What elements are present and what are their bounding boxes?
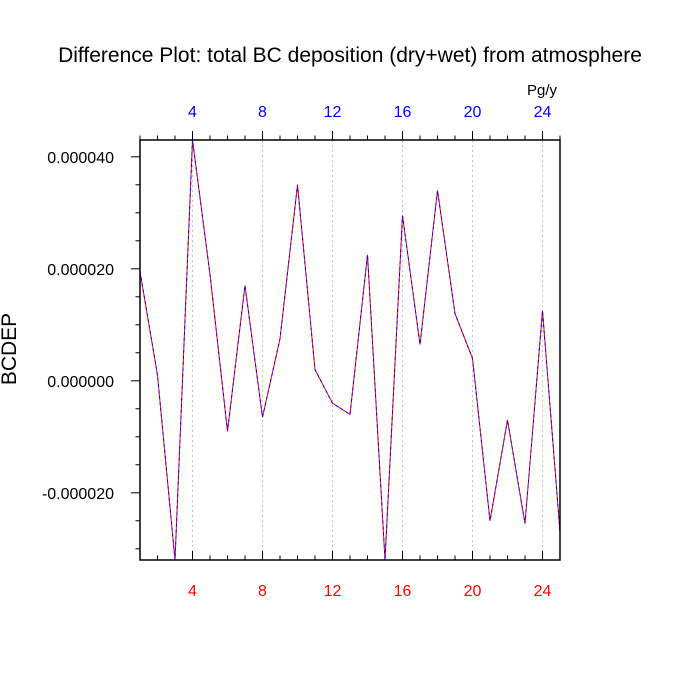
x-tick-label-top-0: 4 [188, 104, 197, 121]
bottom-tick-labels: 4 8 12 16 20 24 [188, 583, 551, 600]
x-tick-label-bottom-1: 8 [258, 583, 267, 600]
x-tick-label-bottom-3: 16 [394, 583, 412, 600]
top-tick-labels: 4 8 12 16 20 24 [188, 104, 551, 121]
y-tick-label-2: 0.000020 [47, 262, 114, 279]
top-axis-unit: Pg/y [527, 82, 558, 99]
y-tick-label-3: 0.000040 [47, 150, 114, 167]
x-tick-label-bottom-2: 12 [324, 583, 342, 600]
data-series [139, 139, 561, 561]
y-tick-labels: -0.000020 0.000000 0.000020 0.000040 [42, 150, 114, 503]
x-tick-label-bottom-0: 4 [188, 583, 197, 600]
x-tick-label-bottom-4: 20 [464, 583, 482, 600]
grid-lines [192, 140, 543, 560]
y-tick-label-1: 0.000000 [47, 374, 114, 391]
y-axis-label: BCDEP [0, 313, 21, 385]
x-tick-label-top-2: 12 [324, 104, 342, 121]
series-line-overlay [139, 139, 561, 561]
x-tick-label-top-4: 20 [464, 104, 482, 121]
y-tick-label-0: -0.000020 [42, 486, 114, 503]
x-tick-label-top-5: 24 [534, 104, 552, 121]
x-tick-label-top-1: 8 [258, 104, 267, 121]
major-ticks [131, 131, 543, 560]
x-tick-label-top-3: 16 [394, 104, 412, 121]
x-tick-label-bottom-5: 24 [534, 583, 552, 600]
chart-title: Difference Plot: total BC deposition (dr… [58, 44, 642, 67]
plot-frame [139, 139, 561, 561]
